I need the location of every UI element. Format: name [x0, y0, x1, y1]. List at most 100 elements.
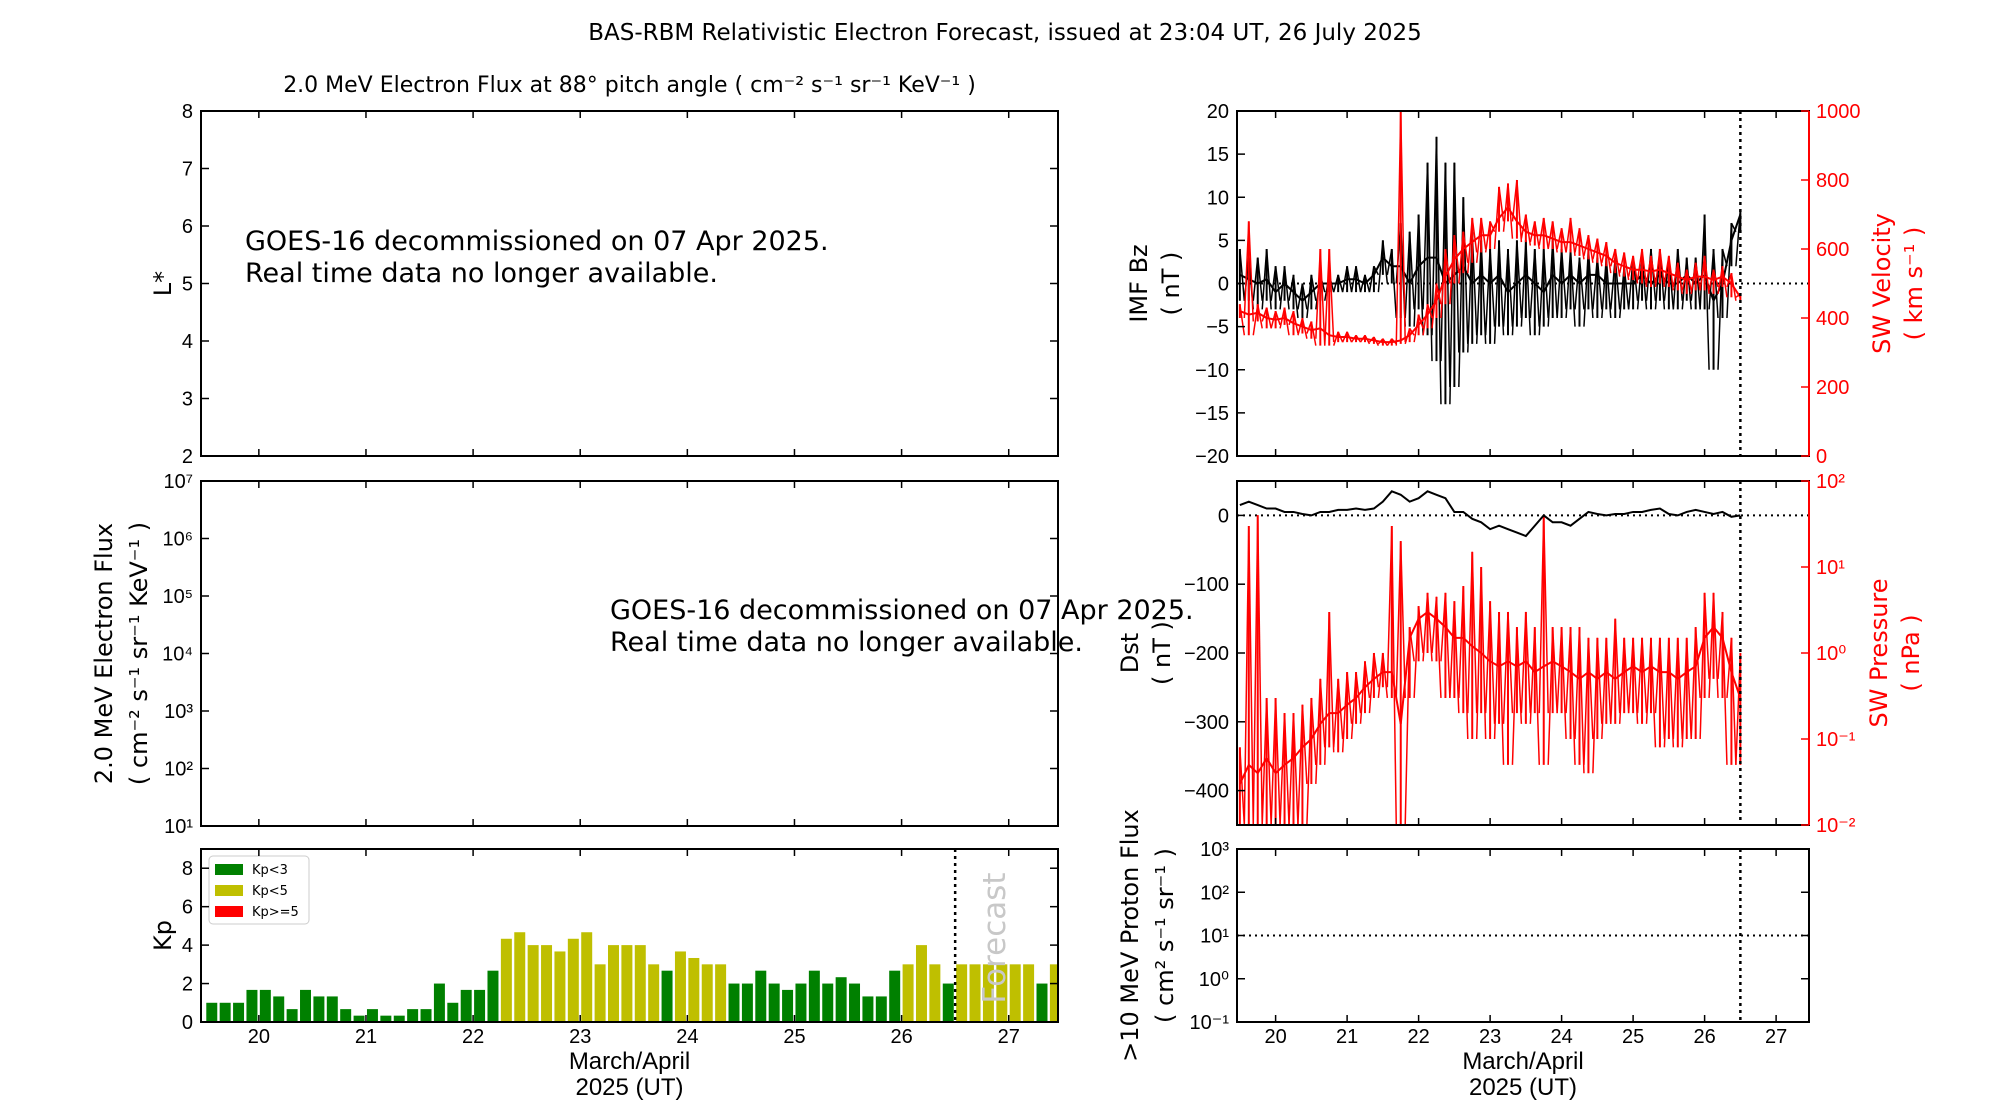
y-tick-label: 6 [182, 216, 193, 238]
series-jitter-mark [1399, 541, 1406, 698]
y-tick-label: 7 [182, 159, 193, 181]
series-jitter-mark [1274, 310, 1281, 326]
kp-bar [233, 1002, 245, 1022]
right-y-tick-label: 800 [1816, 170, 1849, 192]
right-y-tick-label: 10⁻¹ [1816, 729, 1856, 751]
series-jitter-mark [1462, 586, 1469, 740]
kp-bar [782, 989, 794, 1022]
y-tick-label: 8 [182, 101, 193, 123]
forecast-label: Forecast [977, 872, 1013, 1003]
y-axis-label: IMF Bz [1125, 244, 1153, 322]
kp-bar [956, 964, 968, 1022]
series-jitter-mark [1283, 713, 1290, 825]
series-jitter-mark [1542, 217, 1549, 250]
right-y-tick-label: 1000 [1816, 101, 1861, 123]
kp-bar [755, 970, 767, 1022]
kp-bar [929, 964, 941, 1022]
series-jitter-mark [1542, 248, 1549, 319]
series-jitter-mark [1677, 637, 1684, 740]
x-tick-label: 20 [1264, 1026, 1286, 1048]
x-tick-label: 24 [1550, 1026, 1572, 1048]
series-jitter-mark [1274, 697, 1281, 825]
y-tick-label: 10³ [164, 701, 193, 723]
kp-bar [554, 951, 566, 1022]
y-tick-label: 10⁵ [162, 586, 193, 608]
series-jitter-mark [1248, 221, 1255, 322]
kp-bar [1036, 983, 1048, 1022]
series-jitter-mark [1256, 257, 1263, 301]
y-tick-label: −300 [1184, 712, 1229, 734]
series-jitter-mark [1239, 747, 1246, 825]
series-jitter-mark [1578, 228, 1585, 260]
figure-title: BAS-RBM Relativistic Electron Forecast, … [588, 20, 1422, 46]
series-jitter-mark [1417, 214, 1424, 336]
y-tick-label: −20 [1195, 446, 1229, 468]
x-tick-label: 23 [569, 1026, 591, 1048]
right-y-tick-label: 600 [1816, 239, 1849, 261]
series-jitter-mark [1337, 678, 1344, 740]
panel-5: 10⁻¹ 10⁰ 10¹ 10² 10³ 20 21 22 23 24 25 26 27 March/Ap… [1116, 809, 1810, 1100]
series-jitter-mark [1578, 257, 1585, 310]
series-jitter-mark [1659, 637, 1666, 740]
axes-frame [200, 848, 1059, 1023]
kp-bar [942, 983, 954, 1022]
right-y-axis-label: ( km s⁻¹ ) [1900, 227, 1928, 341]
x-tick-label: 26 [1693, 1026, 1715, 1048]
y-axis-label: L* [149, 271, 177, 296]
series-line [1239, 205, 1742, 344]
kp-bar [915, 945, 927, 1022]
series-jitter-mark [1641, 248, 1648, 288]
kp-bar [728, 983, 740, 1022]
series-line [1239, 490, 1741, 538]
kp-bar [500, 938, 512, 1022]
panel-1: 10¹ 10² 10³ 10⁴ 10⁵ 10⁶ 10⁷ 2.0 MeV Electron Fl… [90, 471, 1194, 838]
kp-bar [982, 964, 994, 1022]
series-jitter-mark [1399, 111, 1406, 343]
series-jitter-mark [1471, 551, 1478, 714]
series-jitter-mark [1516, 240, 1523, 319]
series-jitter-mark [1373, 652, 1380, 688]
series-jitter-mark [1382, 652, 1389, 699]
series-jitter-mark [1525, 240, 1532, 336]
kp-bar [447, 1002, 459, 1022]
kp-bar [527, 945, 539, 1022]
kp-bar [219, 1002, 231, 1022]
x-axis-label: March/April [1462, 1048, 1583, 1075]
right-y-tick-label: 10⁰ [1816, 643, 1846, 665]
series-jitter-mark [1444, 162, 1451, 388]
series-jitter-mark [1623, 637, 1630, 714]
series-jitter-mark [1551, 627, 1558, 714]
series-0 [1238, 515, 1742, 825]
series-jitter-mark [1703, 255, 1710, 294]
series-jitter-mark [1480, 240, 1487, 344]
y-tick-label: −15 [1195, 403, 1229, 425]
series-jitter-mark [1525, 214, 1532, 246]
plot-area [206, 932, 1058, 1022]
right-y-axis-label: SW Pressure [1865, 578, 1893, 727]
series-jitter-mark [1239, 304, 1246, 336]
series-jitter-mark [1632, 637, 1639, 724]
y-tick-label: 10⁰ [1199, 969, 1229, 991]
y-axis-label: Kp [149, 920, 177, 951]
kp-bar [340, 1009, 352, 1022]
series-jitter-mark [1328, 611, 1335, 753]
y-tick-label: −400 [1184, 781, 1229, 803]
kp-legend: Kp<3 Kp<5 Kp>=5 [208, 855, 310, 925]
kp-bar [996, 964, 1008, 1022]
x-tick-label: 22 [462, 1026, 484, 1048]
plot-area [1237, 490, 1809, 825]
right-y-axis-label: ( nPa ) [1897, 614, 1925, 691]
series-jitter-mark [1596, 637, 1603, 724]
y-tick-label: 10⁻¹ [1190, 1012, 1230, 1034]
series-jitter-mark [1659, 248, 1666, 288]
data-unavailable-note: Real time data no longer available. [610, 627, 1083, 658]
kp-bar [514, 932, 526, 1022]
series-jitter-mark [1435, 596, 1442, 699]
series-jitter-mark [1498, 186, 1505, 222]
y-tick-label: 10⁷ [164, 471, 193, 493]
series-jitter-mark [1614, 618, 1621, 714]
y-tick-label: 10⁴ [162, 644, 193, 666]
x-tick-label: 21 [355, 1026, 377, 1048]
series-jitter-mark [1650, 255, 1657, 284]
kp-bar [313, 996, 325, 1022]
